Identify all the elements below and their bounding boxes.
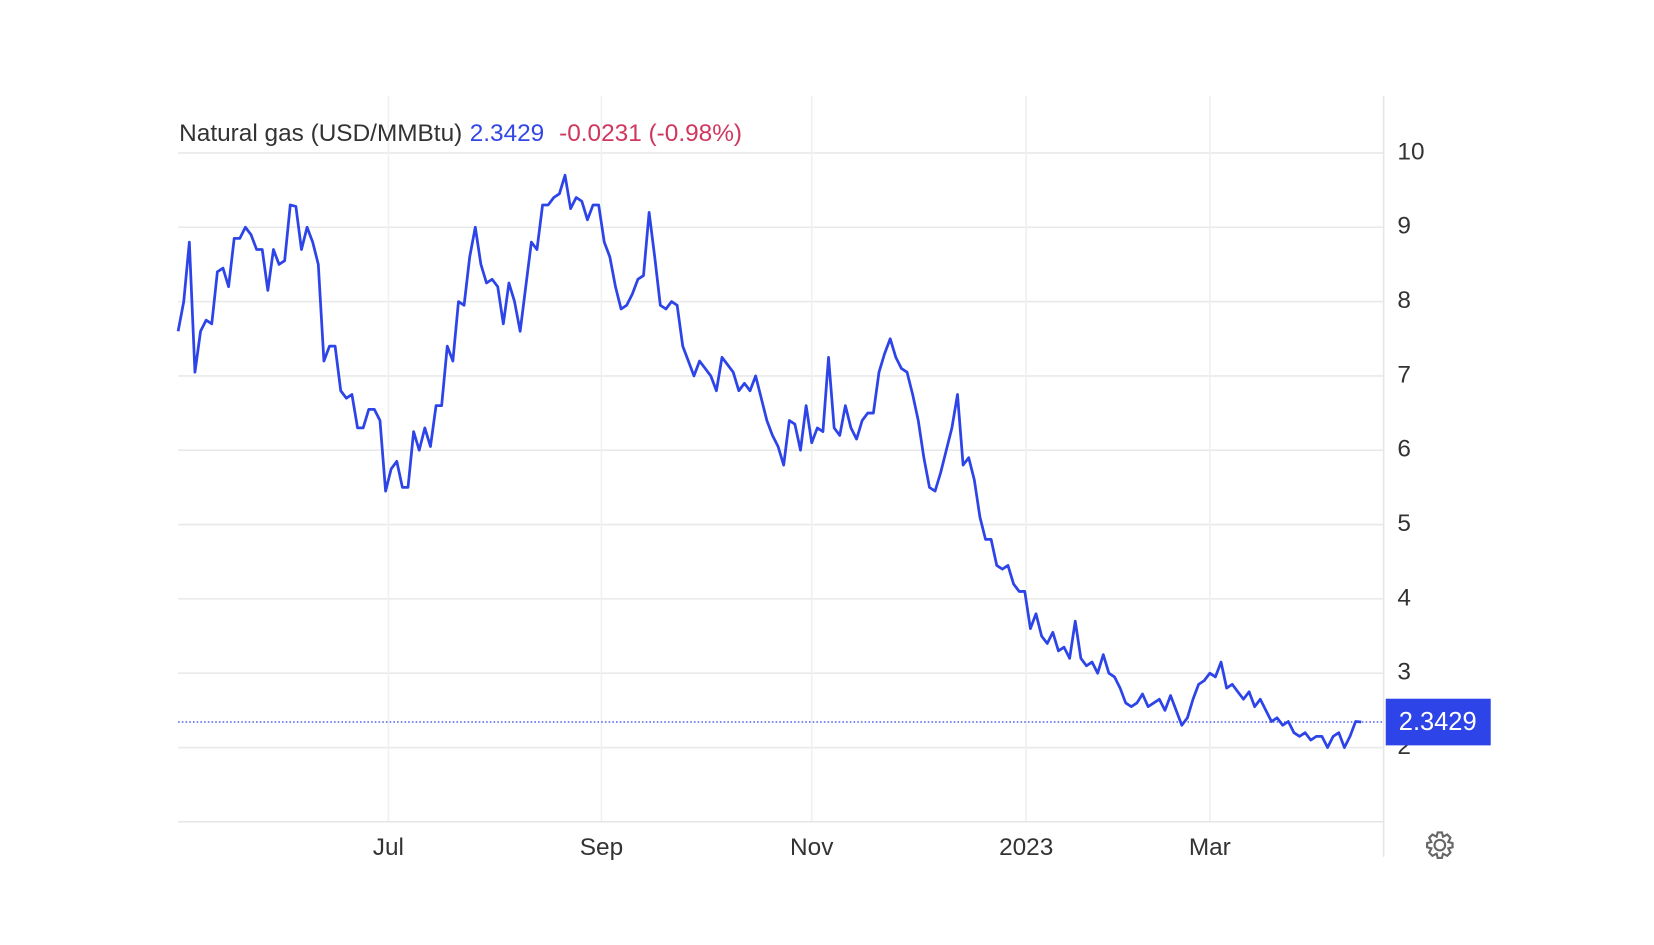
y-tick-label: 5: [1397, 510, 1411, 537]
y-tick-label: 9: [1397, 213, 1411, 240]
x-tick-label: Nov: [790, 834, 834, 861]
x-tick-label: Sep: [580, 834, 623, 861]
y-tick-label: 6: [1397, 436, 1411, 463]
line: [176, 173, 1362, 749]
y-tick-label: 8: [1397, 287, 1411, 314]
last-value-label: 2.3429: [1399, 708, 1477, 736]
y-tick-label: 7: [1397, 361, 1411, 388]
x-tick-label: Mar: [1189, 834, 1231, 861]
settings-icon[interactable]: [1426, 831, 1454, 859]
chart-title: Natural gas (USD/MMBtu): [179, 120, 462, 147]
x-tick-label: 2023: [999, 834, 1053, 861]
x-tick-label: Jul: [373, 834, 404, 861]
last-value-box: [1385, 698, 1491, 746]
y-tick-label: 4: [1397, 584, 1411, 611]
header: Natural gas (USD/MMBtu) 2.3429 -0.0231 (-0…: [179, 120, 742, 147]
change: -0.0231 (-0.98%): [559, 120, 742, 147]
y-tick-label: 3: [1397, 659, 1411, 686]
y-tick-label: 10: [1397, 138, 1424, 165]
last-value: 2.3429: [470, 120, 545, 147]
